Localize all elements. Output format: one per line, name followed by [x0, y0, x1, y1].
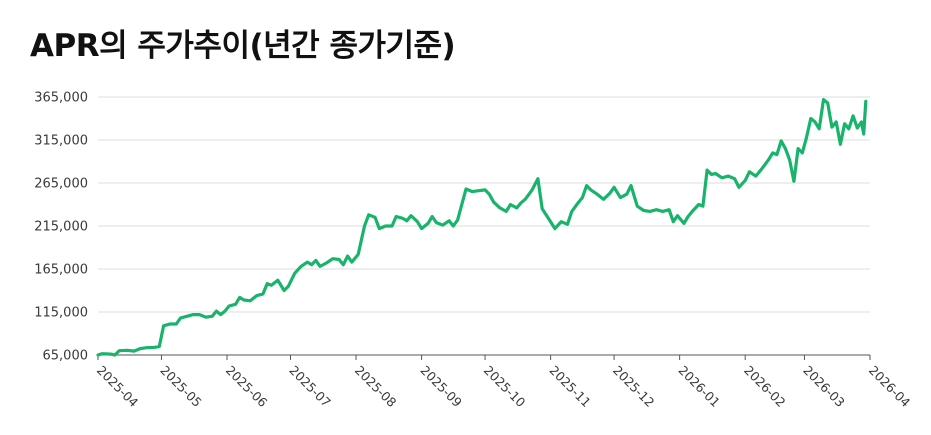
series-layer: [96, 97, 868, 357]
x-axis-labels: 2025-04 2025-05 2025-06 2025-07 2025-08 2025-…: [94, 363, 914, 411]
x-tick-label: 2026-02: [741, 363, 789, 411]
y-tick-label: 365,000: [34, 91, 88, 106]
x-tick-label: 2026-01: [676, 363, 724, 411]
x-tick-label: 2025-06: [223, 363, 271, 411]
x-axis: [97, 354, 871, 360]
y-tick-label: 65,000: [43, 349, 89, 364]
price-series-line: [96, 97, 868, 357]
x-tick-label: 2025-10: [481, 363, 529, 411]
y-tick-label: 265,000: [34, 177, 88, 192]
x-tick-label: 2025-11: [547, 363, 595, 411]
y-tick-label: 115,000: [34, 306, 88, 321]
chart-title: APR의 주가추이(년간 종가기준): [30, 28, 456, 64]
x-tick-label: 2026-04: [866, 363, 914, 411]
y-tick-label: 215,000: [34, 220, 88, 235]
y-tick-label: 315,000: [34, 134, 88, 149]
x-tick-label: 2026-03: [800, 363, 848, 411]
x-tick-label: 2025-04: [94, 363, 142, 411]
x-tick-label: 2025-07: [286, 363, 334, 411]
x-tick-label: 2025-12: [610, 363, 658, 411]
y-axis-labels: 65,000 115,000 165,000 215,000 265,000 315,00…: [34, 91, 88, 364]
x-tick-label: 2025-09: [417, 363, 465, 411]
y-tick-label: 165,000: [34, 263, 88, 278]
x-tick-label: 2025-08: [352, 363, 400, 411]
x-tick-label: 2025-05: [157, 363, 205, 411]
